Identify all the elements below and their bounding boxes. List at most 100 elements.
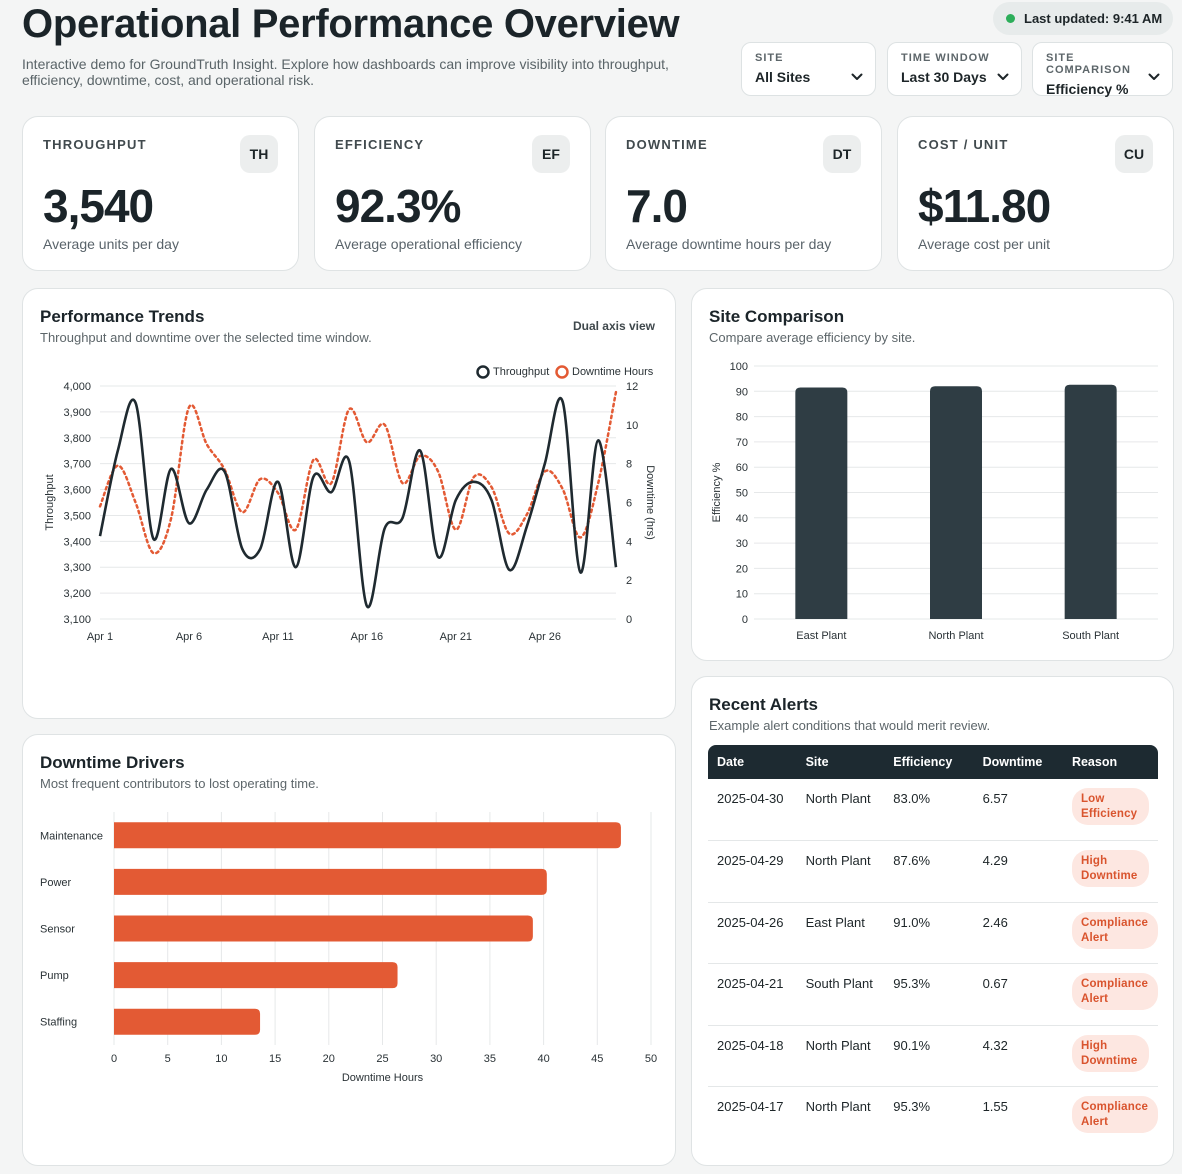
reason-badge: Compliance Alert [1071,911,1158,949]
performance-trends-panel: Performance Trends Throughput and downti… [22,288,676,719]
downtime-hours-line [98,390,618,555]
x-tick-label: 50 [645,1053,657,1065]
cell-downtime: 0.67 [973,963,1063,1026]
y-tick-label: Staffing [40,1017,77,1029]
kpi-card-throughput: THROUGHPUT TH 3,540 Average units per da… [22,116,299,271]
kpi-label: THROUGHPUT [43,137,147,152]
y-tick-label: 3,700 [63,459,91,471]
y2-tick-label: 12 [626,381,638,393]
kpi-value: $11.80 [918,180,1051,232]
column-header: Site [796,745,885,779]
kpi-caption: Average units per day [43,236,179,252]
x-tick-label: 20 [323,1053,335,1065]
kpi-caption: Average operational efficiency [335,236,523,252]
y-axis-title: Efficiency % [711,462,723,522]
page-title: Operational Performance Overview [22,2,680,46]
site-filter-select[interactable]: SITE All Sites [741,42,876,96]
y2-tick-label: 0 [626,614,632,626]
cell-date: 2025-04-30 [708,779,797,842]
cell-efficiency: 87.6% [884,840,974,903]
legend-label: Downtime Hours [572,366,654,378]
bar-sensor [114,915,533,942]
x-tick-label: 5 [165,1053,171,1065]
reason-badge: Low Efficiency [1071,788,1149,825]
site-filter-label: SITE [755,52,784,64]
cell-downtime: 4.32 [973,1025,1063,1088]
x-tick-label: Apr 1 [87,631,113,643]
x-tick-label: 10 [215,1053,227,1065]
y2-tick-label: 10 [626,420,638,432]
x-tick-label: 25 [376,1053,388,1065]
table-row: 2025-04-18 North Plant 90.1% 4.32 High D… [708,1025,1158,1088]
y2-tick-label: 2 [626,575,632,587]
y-tick-label: Pump [40,970,69,982]
kpi-badge: CU [1115,135,1153,173]
x-axis-title: Downtime Hours [342,1072,424,1084]
alerts-table: Date Site Efficiency Downtime Reason 202… [708,745,1158,1149]
site-comparison-value: Efficiency % [1046,81,1129,97]
column-header: Efficiency [884,745,974,779]
y-tick-label: 3,100 [63,614,91,626]
y-tick-label: 40 [736,513,748,525]
chevron-down-icon [851,73,863,80]
x-tick-label: Apr 26 [529,631,561,643]
time-window-value: Last 30 Days [901,69,987,85]
x-tick-label: 30 [430,1053,442,1065]
y-tick-label: 3,200 [63,588,91,600]
x-tick-label: Apr 6 [176,631,202,643]
reason-badge: High Downtime [1071,850,1149,888]
site-comparison-panel: Site Comparison Compare average efficien… [691,288,1174,661]
y-tick-label: 3,600 [63,485,91,497]
panel-title: Site Comparison [709,307,845,326]
cell-efficiency: 95.3% [884,963,974,1026]
site-comparison-select[interactable]: SITE COMPARISON Efficiency % [1032,42,1173,97]
kpi-label: EFFICIENCY [335,137,425,152]
reason-badge: Compliance Alert [1071,1096,1158,1134]
bar-power [114,868,547,895]
y-tick-label: 3,900 [63,407,91,419]
cell-site: South Plant [796,963,885,1026]
bar-staffing [114,1008,261,1035]
status-dot-icon [1006,14,1015,23]
x-tick-label: Apr 21 [440,631,472,643]
kpi-caption: Average downtime hours per day [626,236,832,252]
y-tick-label: 10 [736,589,748,601]
y-tick-label: Maintenance [40,830,103,842]
cell-efficiency: 91.0% [884,902,974,965]
time-window-select[interactable]: TIME WINDOW Last 30 Days [887,42,1022,96]
table-row: 2025-04-17 North Plant 95.3% 1.55 Compli… [708,1087,1158,1149]
y-tick-label: 60 [736,462,748,474]
kpi-label: DOWNTIME [626,137,708,152]
y-tick-label: Sensor [40,924,75,936]
cell-site: North Plant [796,1025,885,1088]
y-tick-label: 50 [736,488,748,500]
y-tick-label: 3,800 [63,433,91,445]
kpi-value: 7.0 [626,180,688,232]
time-window-label: TIME WINDOW [901,52,990,64]
panel-title: Recent Alerts [709,695,818,714]
y-tick-label: 90 [736,386,748,398]
chevron-down-icon [997,73,1009,80]
cell-efficiency: 83.0% [884,779,974,842]
kpi-caption: Average cost per unit [918,236,1051,252]
x-tick-label: North Plant [928,630,983,642]
cell-downtime: 4.29 [973,840,1063,903]
cell-date: 2025-04-21 [708,963,797,1026]
kpi-badge: TH [240,135,278,173]
downtime-drivers-chart: 0 5 10 15 20 25 30 35 40 45 50 Downtime Hours Mainte… [40,812,657,1084]
y2-tick-label: 6 [626,498,632,510]
y-tick-label: Power [40,877,72,889]
cell-downtime: 2.46 [973,902,1063,965]
cell-downtime: 1.55 [982,1099,1008,1115]
y-tick-label: 3,500 [63,510,91,522]
column-header: Date [708,745,797,779]
x-tick-label: 15 [269,1053,281,1065]
table-row: 2025-04-30 North Plant 83.0% 6.57 Low Ef… [708,779,1158,842]
table-row: 2025-04-29 North Plant 87.6% 4.29 High D… [708,840,1158,903]
panel-subtitle: Example alert conditions that would meri… [709,718,991,733]
x-tick-label: 35 [484,1053,496,1065]
kpi-badge: DT [823,135,861,173]
column-header: Reason [1062,745,1158,779]
cell-site: North Plant [805,1099,871,1115]
table-row: 2025-04-21 South Plant 95.3% 0.67 Compli… [708,963,1158,1026]
